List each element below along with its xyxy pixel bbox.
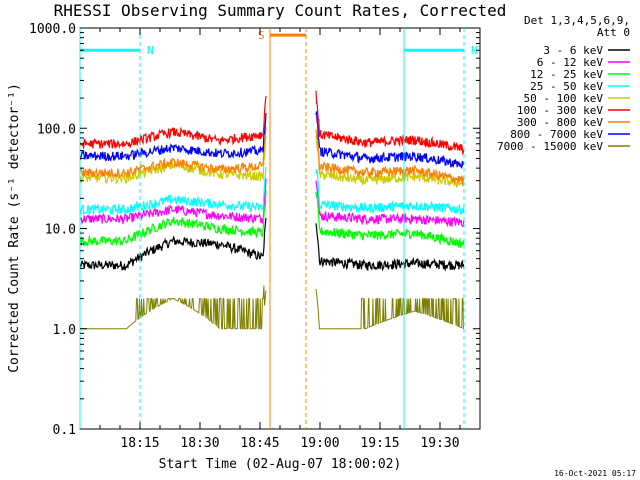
legend-entry-label: 7000 - 15000 keV [497, 140, 603, 153]
y-axis-label: Corrected Count Rate (s⁻¹ detector⁻¹) [7, 83, 22, 373]
x-tick-label: 19:15 [360, 436, 399, 451]
chart-title: RHESSI Observing Summary Count Rates, Co… [54, 1, 507, 20]
y-tick-label: 1.0 [53, 323, 76, 338]
legend-entry-label: 25 - 50 keV [530, 80, 603, 93]
series-line-7000-15000keV [80, 285, 465, 330]
legend-header: Att 0 [597, 26, 630, 39]
plot-layer: N N S [79, 28, 478, 429]
series-line-12-25keV [79, 190, 465, 248]
series-line-800-7000keV [79, 111, 465, 169]
legend-entry-label: 100 - 300 keV [517, 104, 603, 117]
series-line-100-300keV [79, 90, 465, 156]
legend-entry-label: 50 - 100 keV [524, 92, 604, 105]
legend-entry-label: 800 - 7000 keV [510, 128, 603, 141]
series-line-25-50keV [79, 166, 465, 217]
y-tick-label: 10.0 [45, 223, 76, 238]
marker-label: S [258, 29, 265, 42]
x-tick-label: 18:45 [240, 436, 279, 451]
y-tick-label: 1000.0 [29, 22, 76, 37]
x-tick-label: 18:30 [180, 436, 219, 451]
marker-label: N [471, 44, 478, 57]
x-tick-label: 18:15 [120, 436, 159, 451]
x-tick-label: 19:30 [420, 436, 459, 451]
legend-entry-label: 12 - 25 keV [530, 68, 603, 81]
plot-frame [79, 27, 481, 430]
legend-entry-label: 3 - 6 keV [543, 44, 603, 57]
x-tick-label: 19:00 [300, 436, 339, 451]
legend-entry-label: 300 - 800 keV [517, 116, 603, 129]
y-tick-label: 0.1 [53, 423, 76, 438]
series-line-300-800keV [79, 126, 465, 185]
x-axis-label: Start Time (02-Aug-07 18:00:02) [159, 457, 402, 472]
marker-label: N [147, 44, 154, 57]
footer-stamp: 16-Oct-2021 05:17 [554, 469, 636, 478]
series-line-3-6keV [79, 218, 465, 272]
series-line-6-12keV [79, 178, 465, 228]
legend-entry-label: 6 - 12 keV [537, 56, 604, 69]
legend-header: Det 1,3,4,5,6,9, [524, 14, 630, 27]
y-tick-label: 100.0 [37, 122, 76, 137]
axis-layer: 0.1 1.0 10.0 100.0 1000.0 18:15 18:30 18:45 19:0… [29, 22, 480, 451]
